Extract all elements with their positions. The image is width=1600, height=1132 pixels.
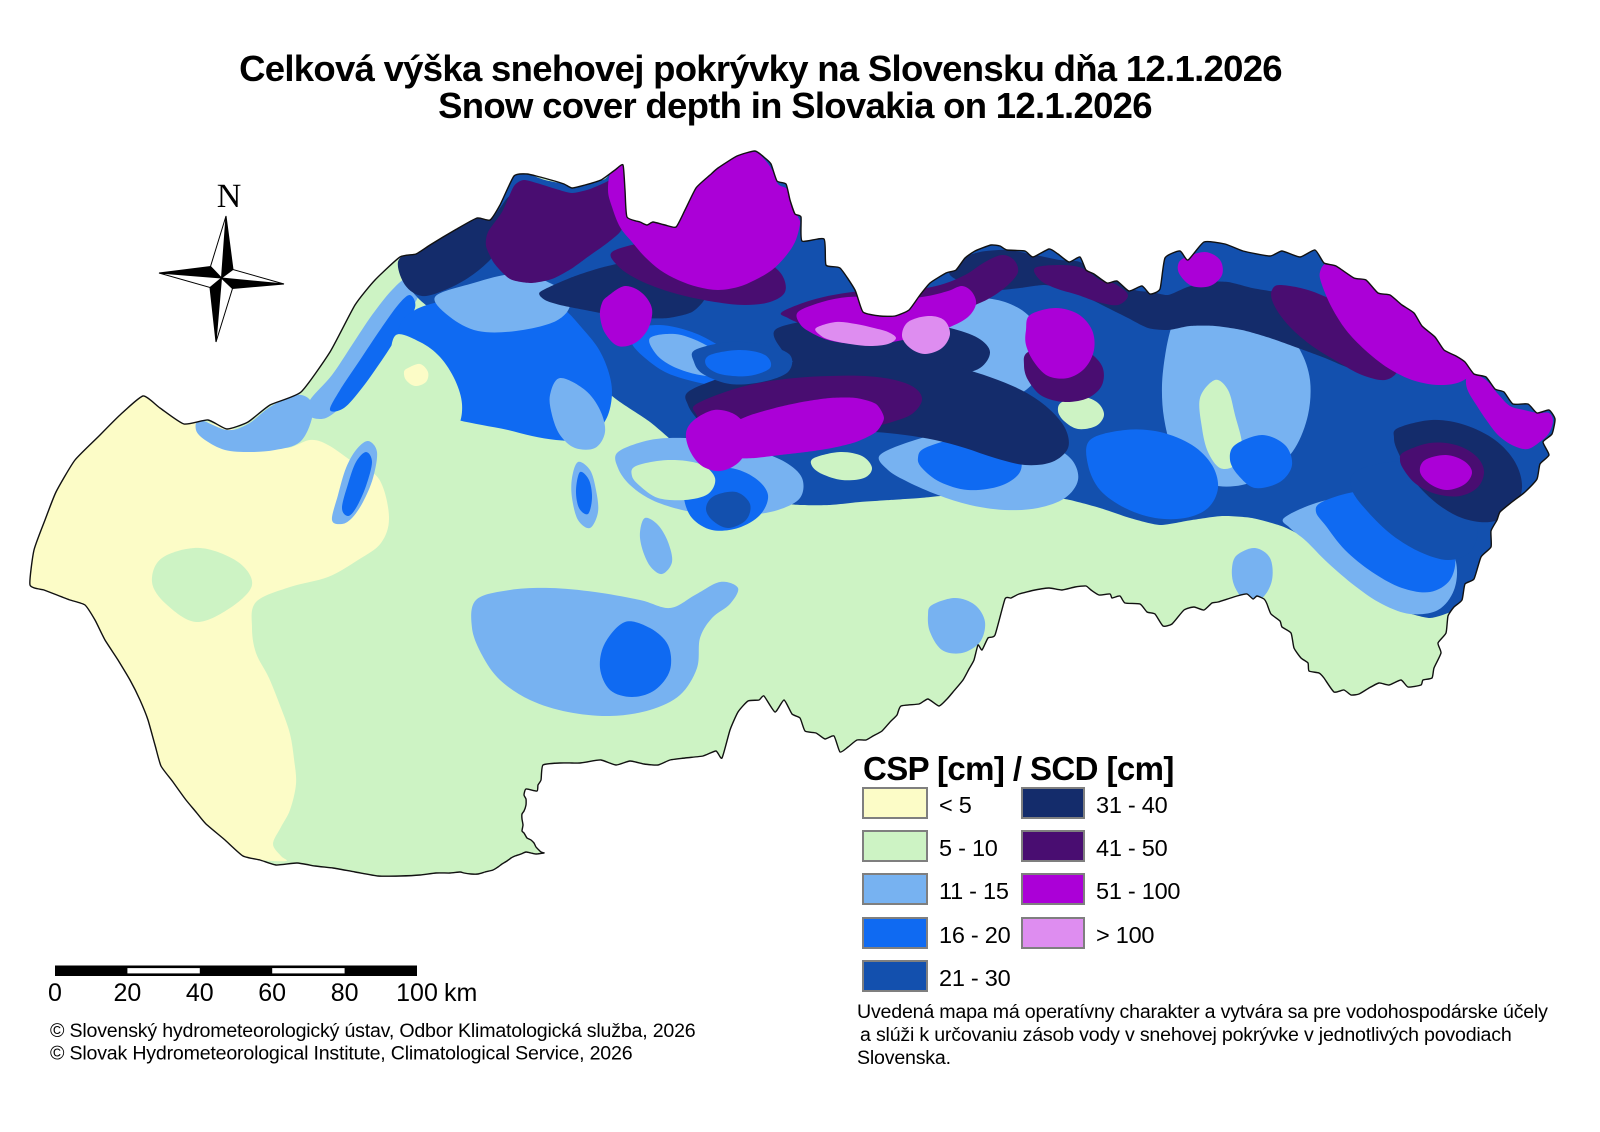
svg-text:60: 60: [258, 979, 286, 1007]
svg-text:31 - 40: 31 - 40: [1096, 792, 1168, 818]
svg-text:> 100: > 100: [1096, 922, 1154, 948]
svg-text:80: 80: [331, 979, 359, 1007]
svg-text:40: 40: [186, 979, 214, 1007]
svg-text:a slúži k určovaniu zásob vody: a slúži k určovaniu zásob vody v snehove…: [860, 1024, 1512, 1046]
svg-text:51 - 100: 51 - 100: [1096, 878, 1180, 904]
svg-text:0: 0: [48, 979, 62, 1007]
svg-text:© Slovak Hydrometeorological I: © Slovak Hydrometeorological Institute, …: [50, 1043, 633, 1065]
svg-text:5 - 10: 5 - 10: [939, 835, 998, 861]
svg-text:CSP [cm] / SCD [cm]: CSP [cm] / SCD [cm]: [863, 750, 1174, 787]
svg-text:N: N: [217, 178, 242, 215]
svg-text:20: 20: [113, 979, 141, 1007]
svg-text:< 5: < 5: [939, 792, 972, 818]
svg-text:Snow cover depth in Slovakia o: Snow cover depth in Slovakia on 12.1.202…: [438, 85, 1152, 126]
svg-text:Celková výška snehovej pokrývk: Celková výška snehovej pokrývky na Slove…: [239, 48, 1282, 89]
svg-text:21 - 30: 21 - 30: [939, 965, 1011, 991]
svg-text:11 - 15: 11 - 15: [939, 878, 1009, 904]
svg-text:Uvedená mapa má operatívny cha: Uvedená mapa má operatívny charakter a v…: [857, 1001, 1548, 1023]
svg-text:100: 100: [396, 979, 438, 1007]
svg-text:41 - 50: 41 - 50: [1096, 835, 1168, 861]
svg-text:km: km: [444, 979, 477, 1007]
svg-text:Slovenska.: Slovenska.: [857, 1047, 951, 1069]
svg-text:© Slovenský hydrometeorologick: © Slovenský hydrometeorologický ústav, O…: [50, 1020, 696, 1042]
svg-text:16 - 20: 16 - 20: [939, 922, 1011, 948]
